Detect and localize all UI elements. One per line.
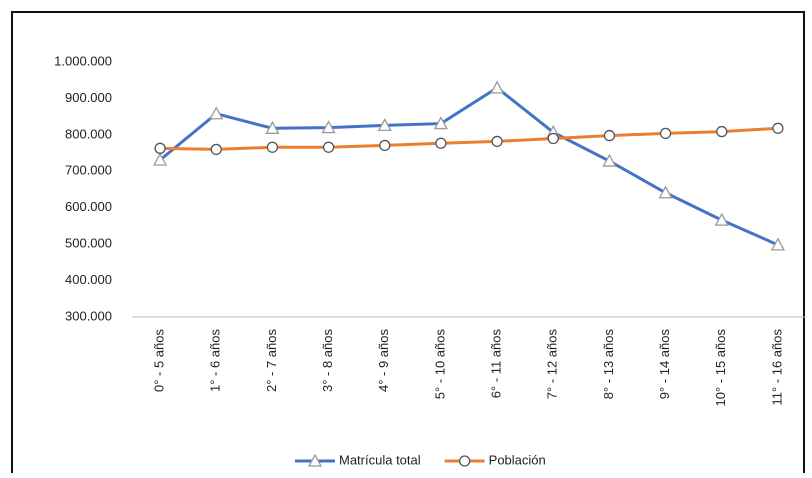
x-tick-label: 5° - 10 años: [432, 329, 447, 400]
y-tick-label: 500.000: [65, 236, 112, 251]
x-tick-label: 7° - 12 años: [545, 329, 560, 400]
data-point: [716, 125, 728, 138]
y-tick-label: 300.000: [65, 308, 112, 323]
data-point: [489, 80, 505, 94]
x-tick-label: 3° - 8 años: [320, 329, 335, 393]
x-tick-label: 4° - 9 años: [376, 329, 391, 393]
y-tick-label: 900.000: [65, 90, 112, 105]
y-tick-label: 800.000: [65, 126, 112, 141]
x-tick-label: 0° - 5 años: [152, 329, 167, 393]
y-tick-label: 1.000.000: [54, 53, 112, 68]
x-tick-label: 10° - 15 años: [713, 329, 728, 407]
data-point: [659, 127, 672, 140]
data-point: [265, 120, 280, 134]
series-line: [160, 126, 779, 151]
data-point: [603, 129, 616, 142]
data-point: [152, 152, 168, 166]
data-point: [433, 116, 449, 130]
data-point: [322, 141, 335, 153]
data-point: [602, 153, 617, 167]
data-point: [377, 118, 392, 132]
data-point: [772, 122, 784, 134]
legend-label: Población: [489, 452, 546, 467]
data-point: [547, 132, 559, 145]
x-tick-label: 6° - 11 años: [489, 329, 504, 399]
data-point: [379, 139, 391, 152]
data-point: [210, 143, 222, 156]
data-point: [770, 237, 786, 251]
data-point: [209, 106, 224, 120]
data-point: [266, 141, 279, 153]
x-tick-label: 9° - 14 años: [657, 329, 672, 400]
x-tick-label: 1° - 6 años: [208, 329, 223, 393]
data-point: [658, 185, 673, 199]
x-tick-label: 8° - 13 años: [601, 329, 616, 400]
chart-border: [11, 11, 805, 478]
x-tick-label: 2° - 7 años: [264, 329, 279, 393]
data-point: [435, 137, 447, 149]
data-point: [714, 212, 729, 226]
data-point: [321, 120, 336, 134]
y-tick-label: 700.000: [65, 163, 112, 178]
data-point: [154, 142, 166, 154]
y-tick-label: 400.000: [65, 272, 112, 287]
x-tick-label: 11° - 16 años: [769, 329, 784, 406]
legend-marker: [459, 455, 471, 467]
legend-marker: [307, 453, 323, 467]
legend-label: Matrícula total: [339, 452, 421, 467]
series-line: [159, 86, 779, 247]
y-tick-label: 600.000: [65, 199, 112, 214]
data-point: [491, 135, 503, 148]
